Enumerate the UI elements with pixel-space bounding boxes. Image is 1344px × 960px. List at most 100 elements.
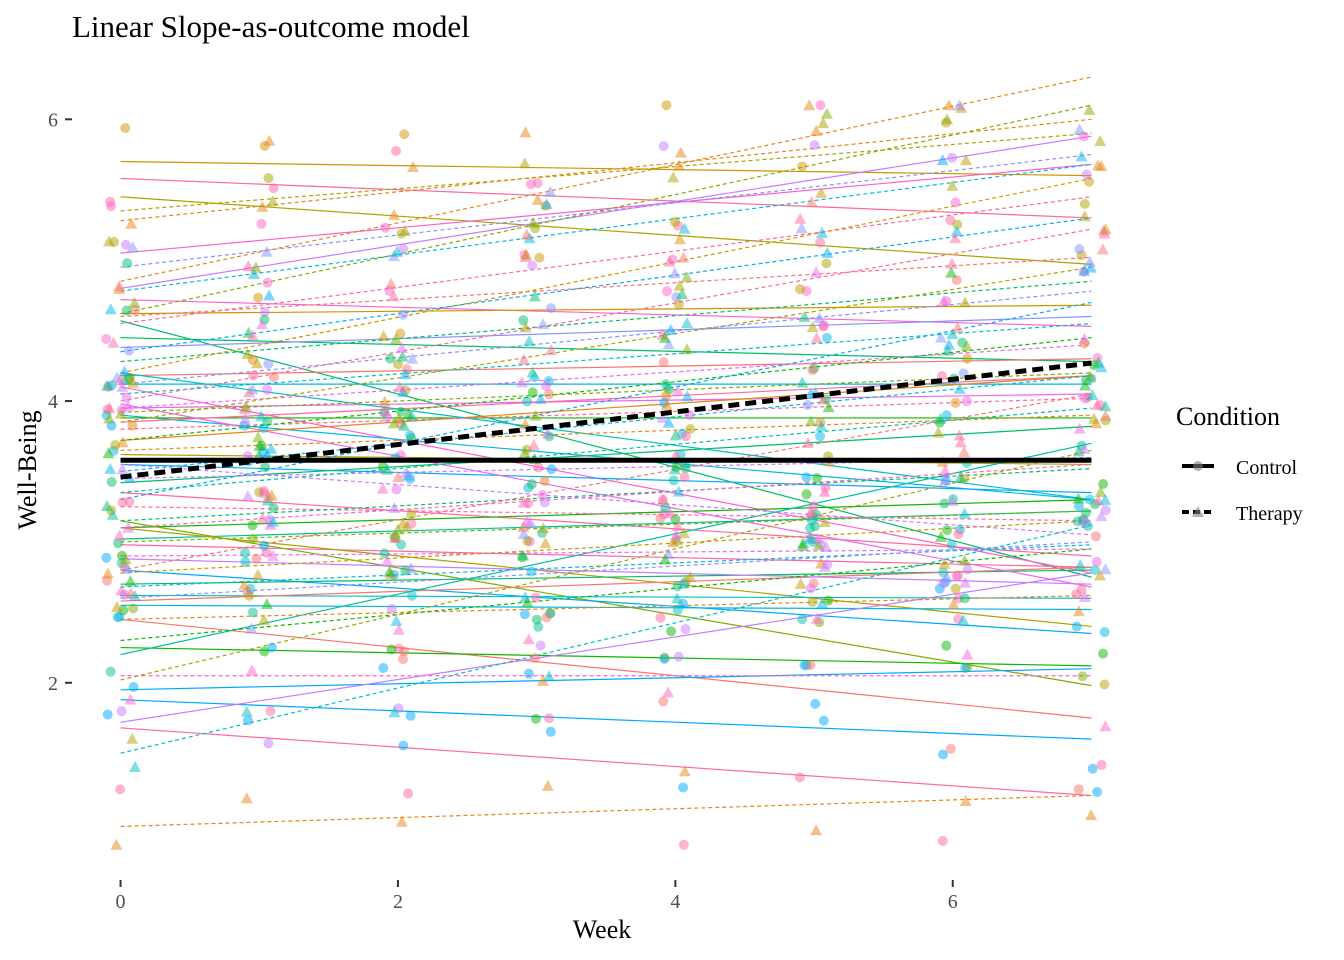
therapy-point xyxy=(796,539,809,551)
therapy-point xyxy=(937,295,950,307)
therapy-point xyxy=(115,584,128,596)
therapy-point xyxy=(257,613,270,625)
control-point xyxy=(263,738,274,749)
therapy-point xyxy=(946,327,959,339)
therapy-point xyxy=(103,412,116,424)
therapy-point xyxy=(379,405,392,417)
therapy-subject-line-11 xyxy=(120,290,1092,385)
therapy-point xyxy=(536,318,549,330)
y-tick-label: 6 xyxy=(48,109,58,131)
therapy-point xyxy=(518,446,531,458)
therapy-point xyxy=(664,323,677,335)
individual-trajectories xyxy=(120,76,1092,828)
x-tick-label: 4 xyxy=(670,891,680,913)
therapy-point xyxy=(517,527,530,539)
control-point xyxy=(946,539,957,550)
observation-points xyxy=(101,99,1112,850)
therapy-point xyxy=(684,571,697,583)
therapy-subject-line-0 xyxy=(120,132,1092,212)
therapy-point xyxy=(523,335,536,347)
therapy-point xyxy=(810,266,823,278)
control-subject-line-27 xyxy=(120,569,1092,635)
control-point xyxy=(259,307,270,318)
therapy-point xyxy=(241,348,254,360)
control-point xyxy=(258,423,269,434)
control-subject-line-19 xyxy=(120,463,1092,494)
control-point xyxy=(398,740,409,751)
control-point xyxy=(801,489,812,500)
control-point xyxy=(259,646,270,657)
therapy-point xyxy=(520,228,533,240)
control-point xyxy=(526,479,537,490)
therapy-subject-line-32 xyxy=(120,548,1092,642)
therapy-point xyxy=(1091,398,1104,410)
therapy-point xyxy=(672,485,685,497)
control-point xyxy=(105,666,116,677)
control-point xyxy=(117,497,128,508)
control-point xyxy=(680,463,691,474)
control-point xyxy=(385,353,396,364)
control-point xyxy=(523,668,534,679)
control-point xyxy=(398,309,409,320)
therapy-point xyxy=(661,686,674,698)
control-point xyxy=(113,538,124,549)
therapy-point xyxy=(101,500,114,512)
therapy-point xyxy=(116,380,129,392)
therapy-point xyxy=(545,344,558,356)
control-point xyxy=(378,662,389,673)
control-point xyxy=(391,484,402,495)
therapy-point xyxy=(106,508,119,520)
therapy-point xyxy=(256,512,269,524)
control-point xyxy=(812,473,823,484)
control-subject-line-37 xyxy=(120,572,1092,723)
therapy-point xyxy=(949,232,962,244)
therapy-point xyxy=(518,157,531,169)
legend-key-therapy-marker xyxy=(1192,506,1204,517)
therapy-point xyxy=(815,186,828,198)
control-point xyxy=(962,353,973,364)
therapy-point xyxy=(668,463,681,475)
therapy-point xyxy=(520,248,533,260)
therapy-point xyxy=(118,365,131,377)
control-point xyxy=(1076,584,1087,595)
therapy-point xyxy=(543,670,556,682)
therapy-point xyxy=(1084,261,1097,273)
therapy-point xyxy=(671,520,684,532)
control-point xyxy=(1091,556,1102,567)
therapy-point xyxy=(1099,222,1112,234)
control-point xyxy=(815,100,826,111)
therapy-point xyxy=(101,567,114,579)
therapy-subject-line-35 xyxy=(120,524,1092,754)
therapy-point xyxy=(102,235,115,247)
control-point xyxy=(821,258,832,269)
therapy-point xyxy=(796,376,809,388)
control-subject-line-17 xyxy=(120,375,1092,442)
control-point xyxy=(1092,786,1103,797)
condition-mean-lines xyxy=(120,360,1092,480)
therapy-point xyxy=(526,366,539,378)
therapy-point xyxy=(959,795,972,807)
control-subject-line-23 xyxy=(120,510,1092,540)
therapy-subject-line-37 xyxy=(120,393,1092,571)
control-point xyxy=(1079,198,1090,209)
therapy-point xyxy=(392,412,405,424)
therapy-point xyxy=(939,473,952,485)
control-point xyxy=(390,145,401,156)
therapy-point xyxy=(385,277,398,289)
mean-line-therapy xyxy=(120,360,1092,480)
therapy-point xyxy=(400,520,413,532)
control-point xyxy=(937,749,948,760)
control-subject-line-20 xyxy=(120,425,1092,484)
therapy-point xyxy=(805,196,818,208)
therapy-point xyxy=(939,464,952,476)
control-point xyxy=(818,321,829,332)
control-point xyxy=(546,303,557,314)
therapy-point xyxy=(804,505,817,517)
therapy-point xyxy=(677,251,690,263)
therapy-point xyxy=(531,193,544,205)
control-point xyxy=(810,698,821,709)
therapy-point xyxy=(664,507,677,519)
therapy-point xyxy=(946,494,959,506)
control-point xyxy=(522,396,533,407)
therapy-point xyxy=(397,419,410,431)
